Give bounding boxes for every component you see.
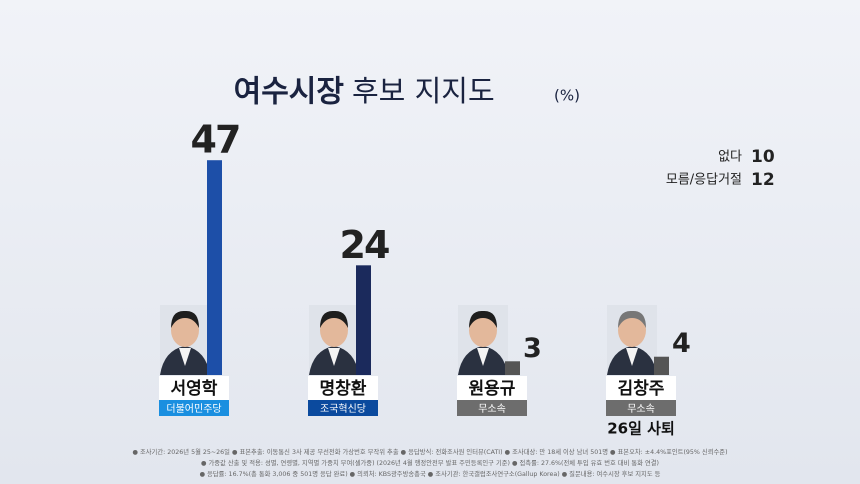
bar xyxy=(505,361,520,375)
party-name: 조국혁신당 xyxy=(320,403,366,415)
other-value: 10 xyxy=(751,147,775,167)
candidate-name: 원용규 xyxy=(469,379,516,399)
footnote: ● 가중값 산출 및 적용: 성별, 연령별, 지역별 가중치 부여(셀가중) … xyxy=(201,458,659,467)
photo-hair xyxy=(618,310,646,328)
value-label: 4 xyxy=(672,328,690,359)
bar xyxy=(654,356,669,375)
photo-hair xyxy=(171,310,199,328)
photo-shirt xyxy=(328,348,340,366)
value-label: 47 xyxy=(191,118,240,162)
candidate-name: 서영학 xyxy=(171,379,218,399)
name-box xyxy=(308,376,378,400)
value-label: 3 xyxy=(523,333,540,364)
party-box xyxy=(159,400,229,416)
bar xyxy=(207,160,222,375)
candidate-name: 명창환 xyxy=(320,379,367,399)
footnote: ● 응답률: 16.7%(총 통화 3,006 중 501명 응답 완료) ● … xyxy=(200,469,661,478)
photo-head xyxy=(320,313,348,347)
bar xyxy=(356,265,371,375)
party-box xyxy=(308,400,378,416)
party-box xyxy=(457,400,527,416)
note: 26일 사퇴 xyxy=(607,420,675,438)
party-name: 무소속 xyxy=(478,403,506,415)
name-box xyxy=(159,376,229,400)
photo-shirt xyxy=(179,348,191,366)
chart-title-emphasis: 여수시장 xyxy=(234,75,345,110)
other-label: 없다 xyxy=(718,150,742,165)
party-name: 더불어민주당 xyxy=(166,403,221,415)
photo-head xyxy=(171,313,199,347)
party-name: 무소속 xyxy=(627,403,655,415)
party-box xyxy=(606,400,676,416)
other-value: 12 xyxy=(751,170,775,190)
value-label: 24 xyxy=(340,223,389,267)
name-box xyxy=(457,376,527,400)
photo-shirt xyxy=(626,348,638,366)
chart-title: 후보 지지도 xyxy=(352,74,495,108)
unit: (%) xyxy=(554,87,580,105)
photo-hair xyxy=(320,310,348,328)
photo-head xyxy=(469,313,497,347)
photo-shirt xyxy=(477,348,489,366)
photo-hair xyxy=(469,310,497,328)
footnote: ● 조사기간: 2026년 5월 25~26일 ● 표본추출: 이동통신 3사 … xyxy=(132,447,727,456)
other-label: 모름/응답거절 xyxy=(666,173,742,188)
photo-head xyxy=(618,313,646,347)
name-box xyxy=(606,376,676,400)
candidate-name: 김창주 xyxy=(618,379,665,399)
